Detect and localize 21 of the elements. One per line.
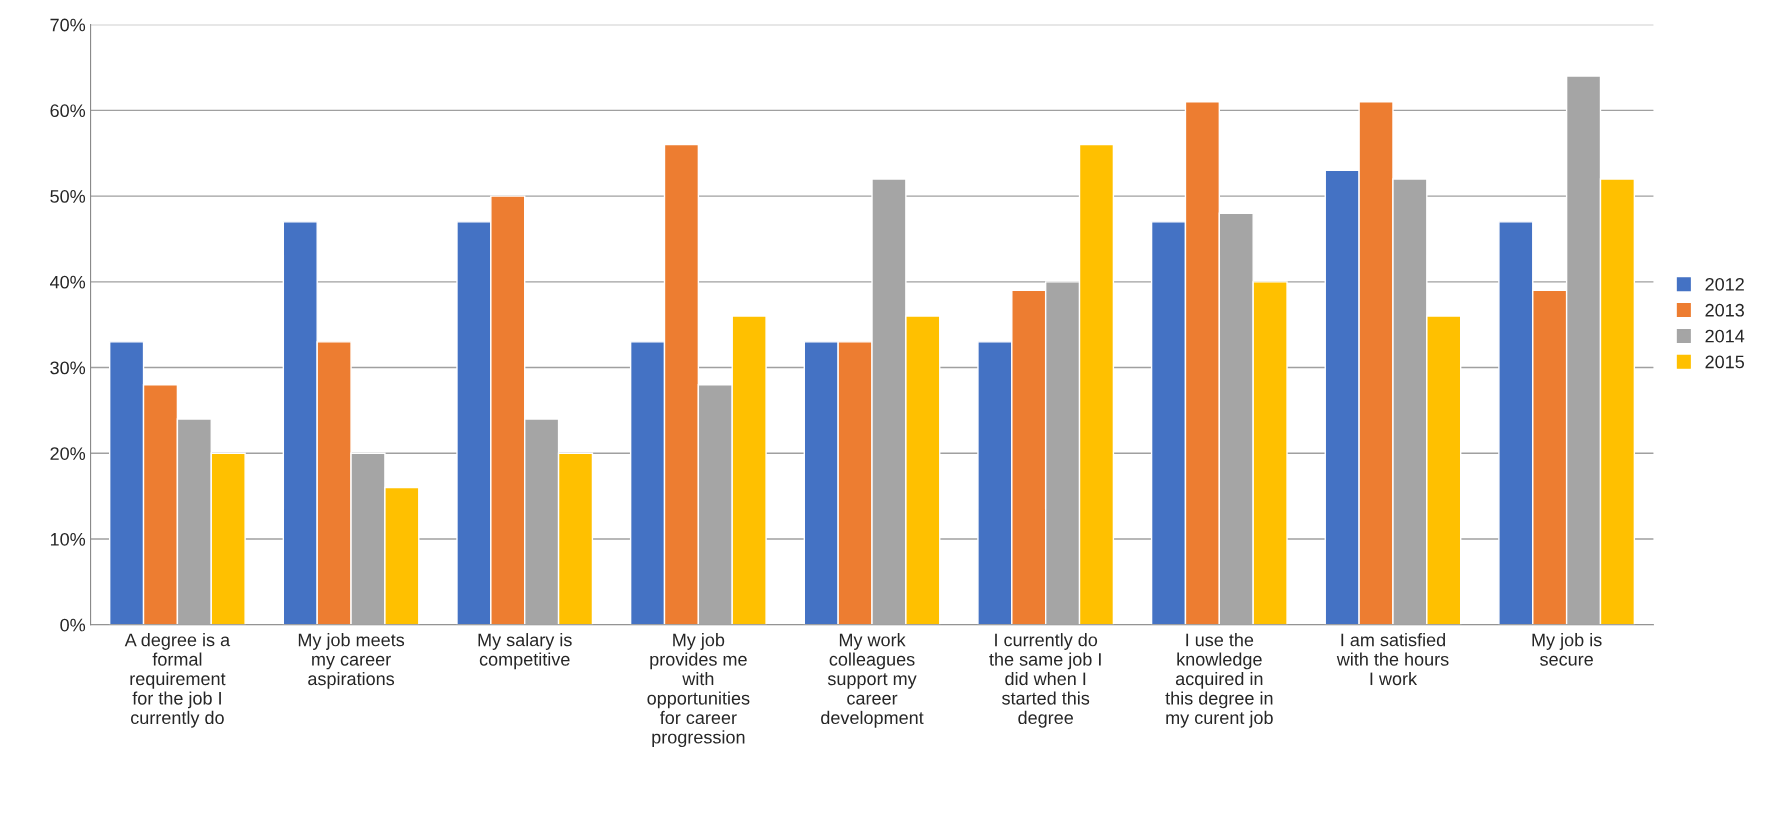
- x-tick-label: I am satisfied with the hours I work: [1336, 633, 1449, 686]
- x-tick-label: My work colleagues support my career development: [821, 633, 924, 728]
- y-tick-label: 40%: [49, 275, 86, 289]
- y-tick-label: 10%: [50, 532, 86, 546]
- x-tick-label: My job meets my career aspirations: [298, 633, 405, 689]
- legend-label: 2014: [1705, 329, 1745, 343]
- y-tick-label: 70%: [50, 18, 86, 32]
- y-tick-label: 50%: [50, 190, 86, 203]
- y-tick-label: 20%: [50, 447, 86, 460]
- x-tick-label: My job provides me with opportunities for career progression: [647, 633, 750, 748]
- legend-label: 2015: [1705, 355, 1745, 369]
- x-tick-label: A degree is a formal requirement for the job I currently do: [124, 633, 231, 728]
- x-tick-label: I currently do the same job I did when I started this degree: [989, 633, 1101, 728]
- y-tick-label: 30%: [50, 361, 86, 375]
- legend-label: 2013: [1705, 303, 1744, 317]
- x-tick-label: My job is secure: [1532, 633, 1602, 666]
- y-tick-label: 60%: [50, 104, 86, 118]
- legend-label: 2012: [1705, 277, 1744, 291]
- x-tick-label: I use the knowledge acquired in this degree in my curent job: [1165, 633, 1273, 728]
- y-tick-label: 0%: [60, 618, 86, 632]
- x-tick-label: My salary is competitive: [478, 633, 572, 670]
